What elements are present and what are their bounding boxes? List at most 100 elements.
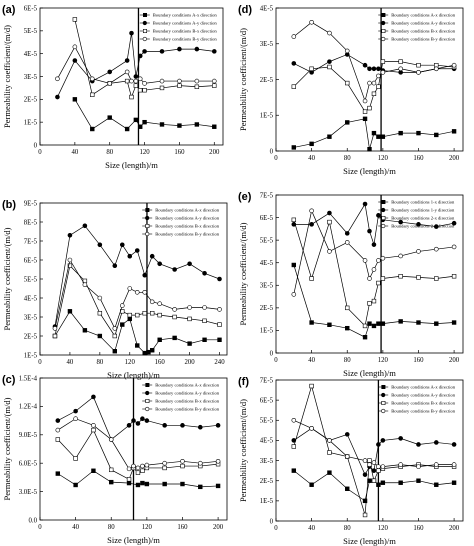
data-point <box>67 263 73 268</box>
x-tick-label: 80 <box>344 357 351 364</box>
data-point <box>140 480 145 486</box>
data-point <box>433 246 439 252</box>
y-tick-label: 1.5E-4 <box>19 375 38 382</box>
data-point <box>371 460 377 465</box>
x-tick-label: 200 <box>209 149 220 156</box>
x-tick-label: 80 <box>344 155 351 162</box>
data-point <box>142 49 147 54</box>
data-point <box>345 305 350 311</box>
x-tick-label: 160 <box>174 149 185 156</box>
data-point <box>91 468 96 473</box>
panel-label: (a) <box>2 4 16 16</box>
series-line-2 <box>74 19 215 99</box>
data-point <box>344 454 350 459</box>
x-tick-label: 40 <box>308 155 315 162</box>
y-tick-label: 2E-5 <box>24 97 38 104</box>
x-tick-label: 200 <box>449 155 460 162</box>
y-tick-label: 4E-5 <box>260 438 274 445</box>
data-point <box>380 321 386 326</box>
data-point <box>344 48 350 54</box>
data-point <box>126 423 132 428</box>
data-point <box>134 248 140 253</box>
x-tick-label: 240 <box>214 359 225 366</box>
data-point <box>67 233 73 238</box>
data-point <box>129 78 134 84</box>
data-point <box>187 316 192 322</box>
legend-entry: Boundary conditions A-x direction <box>391 13 456 18</box>
data-point <box>126 466 132 472</box>
data-point <box>309 66 314 71</box>
panel-label: (c) <box>2 374 16 386</box>
data-point <box>217 337 222 342</box>
data-point <box>144 418 150 423</box>
data-point <box>187 341 192 346</box>
y-tick-label: 2E-5 <box>260 77 274 84</box>
data-point <box>112 263 118 269</box>
data-point <box>212 124 217 129</box>
data-point <box>82 328 88 333</box>
panel-label: (e) <box>238 191 252 203</box>
data-point <box>433 66 439 72</box>
legend-marker <box>381 13 386 18</box>
data-point <box>187 305 192 310</box>
data-point <box>112 348 118 354</box>
data-point <box>416 442 421 447</box>
x-tick-label: 160 <box>155 359 166 366</box>
data-point <box>97 310 103 316</box>
data-point <box>89 76 95 82</box>
data-point <box>202 270 207 276</box>
data-point <box>362 62 368 68</box>
legend-marker <box>143 28 148 33</box>
data-point <box>362 116 368 122</box>
data-point <box>177 83 182 88</box>
y-tick-label: 0 <box>270 148 274 155</box>
data-point <box>97 295 103 301</box>
data-point <box>362 334 368 340</box>
data-point <box>309 482 314 487</box>
data-point <box>119 242 125 248</box>
data-point <box>309 320 314 325</box>
data-point <box>398 274 403 279</box>
data-point <box>309 19 314 25</box>
x-tick-label: 40 <box>308 525 315 532</box>
data-point <box>398 130 403 136</box>
data-point <box>112 326 118 331</box>
y-tick-label: 6E-5 <box>260 215 274 222</box>
data-point <box>367 462 372 467</box>
data-point <box>291 417 297 423</box>
data-point <box>362 512 368 518</box>
x-tick-label: 40 <box>72 524 79 531</box>
data-point <box>416 320 421 325</box>
data-point <box>376 73 381 79</box>
data-point <box>380 134 386 139</box>
data-point <box>142 289 148 295</box>
legend-entry: Boundary conditions B-x direction <box>153 29 218 34</box>
chart-panel-1: (d) 0 40 80 120 160 200 0 1E-5 2E-5 3E-5 4E-5 Size (… <box>238 4 464 176</box>
legend-marker <box>381 36 386 42</box>
data-point <box>416 275 421 280</box>
data-point <box>127 253 133 259</box>
legend-entry: Boundary conditions A-y direction <box>153 21 218 26</box>
data-point <box>135 465 141 471</box>
data-point <box>142 350 147 356</box>
data-point <box>376 134 381 139</box>
legend-marker <box>381 200 386 205</box>
y-axis-title: Permeability coefficient/(m/d) <box>238 399 248 502</box>
data-point <box>55 76 60 82</box>
data-point <box>371 468 377 473</box>
data-point <box>416 249 421 254</box>
data-point <box>202 305 207 310</box>
x-axis-title: Size (length)/m <box>105 160 158 170</box>
data-point <box>194 84 200 89</box>
data-point <box>135 482 141 488</box>
data-point <box>162 465 167 471</box>
data-point <box>120 322 125 327</box>
legend-marker <box>142 36 147 42</box>
x-tick-label: 120 <box>142 524 153 531</box>
legend-entry: Boundary conditions B-x direction <box>155 224 220 229</box>
legend-marker <box>381 392 386 398</box>
data-point <box>398 319 403 324</box>
panel-label: (d) <box>238 4 252 16</box>
x-tick-label: 120 <box>378 525 389 532</box>
